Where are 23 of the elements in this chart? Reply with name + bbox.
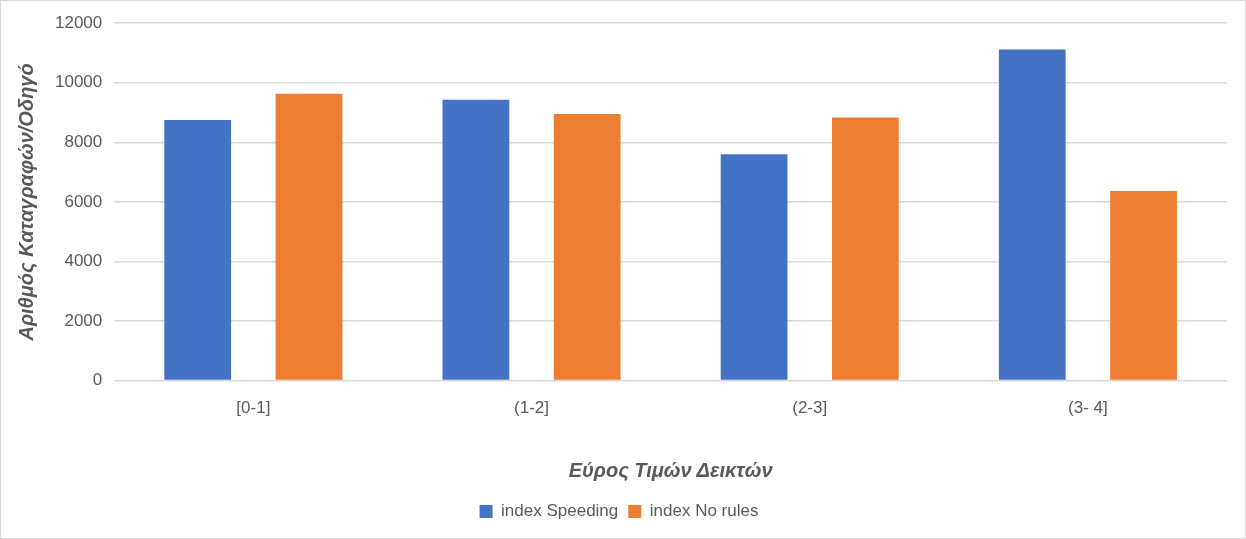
y-tick-label: 10000 <box>54 72 103 92</box>
bar <box>553 114 621 380</box>
bar <box>275 93 343 380</box>
bar <box>164 120 232 380</box>
bar <box>998 49 1066 380</box>
y-tick-label: 0 <box>92 370 103 390</box>
bar <box>1110 190 1177 380</box>
x-tick-label: [0-1] <box>236 398 271 418</box>
x-tick-label: (1-2] <box>514 398 550 418</box>
y-tick-label: 6000 <box>64 191 103 211</box>
x-tick-label: (2-3] <box>792 398 828 418</box>
legend-label: index No rules <box>649 501 759 521</box>
bar <box>720 154 788 380</box>
y-tick-label: 4000 <box>64 251 103 271</box>
y-tick-label: 8000 <box>64 132 103 152</box>
x-axis-title: Εύρος Τιμών Δεικτών <box>568 458 773 482</box>
y-tick-label: 2000 <box>64 310 103 330</box>
y-tick-label: 12000 <box>54 12 103 32</box>
bar <box>442 99 510 380</box>
bar <box>831 117 899 380</box>
legend-label: index Speeding <box>501 501 619 521</box>
y-axis-title: Αριθμός Καταγραφών/Οδηγό <box>14 63 38 342</box>
x-tick-label: (3- 4] <box>1068 398 1108 418</box>
